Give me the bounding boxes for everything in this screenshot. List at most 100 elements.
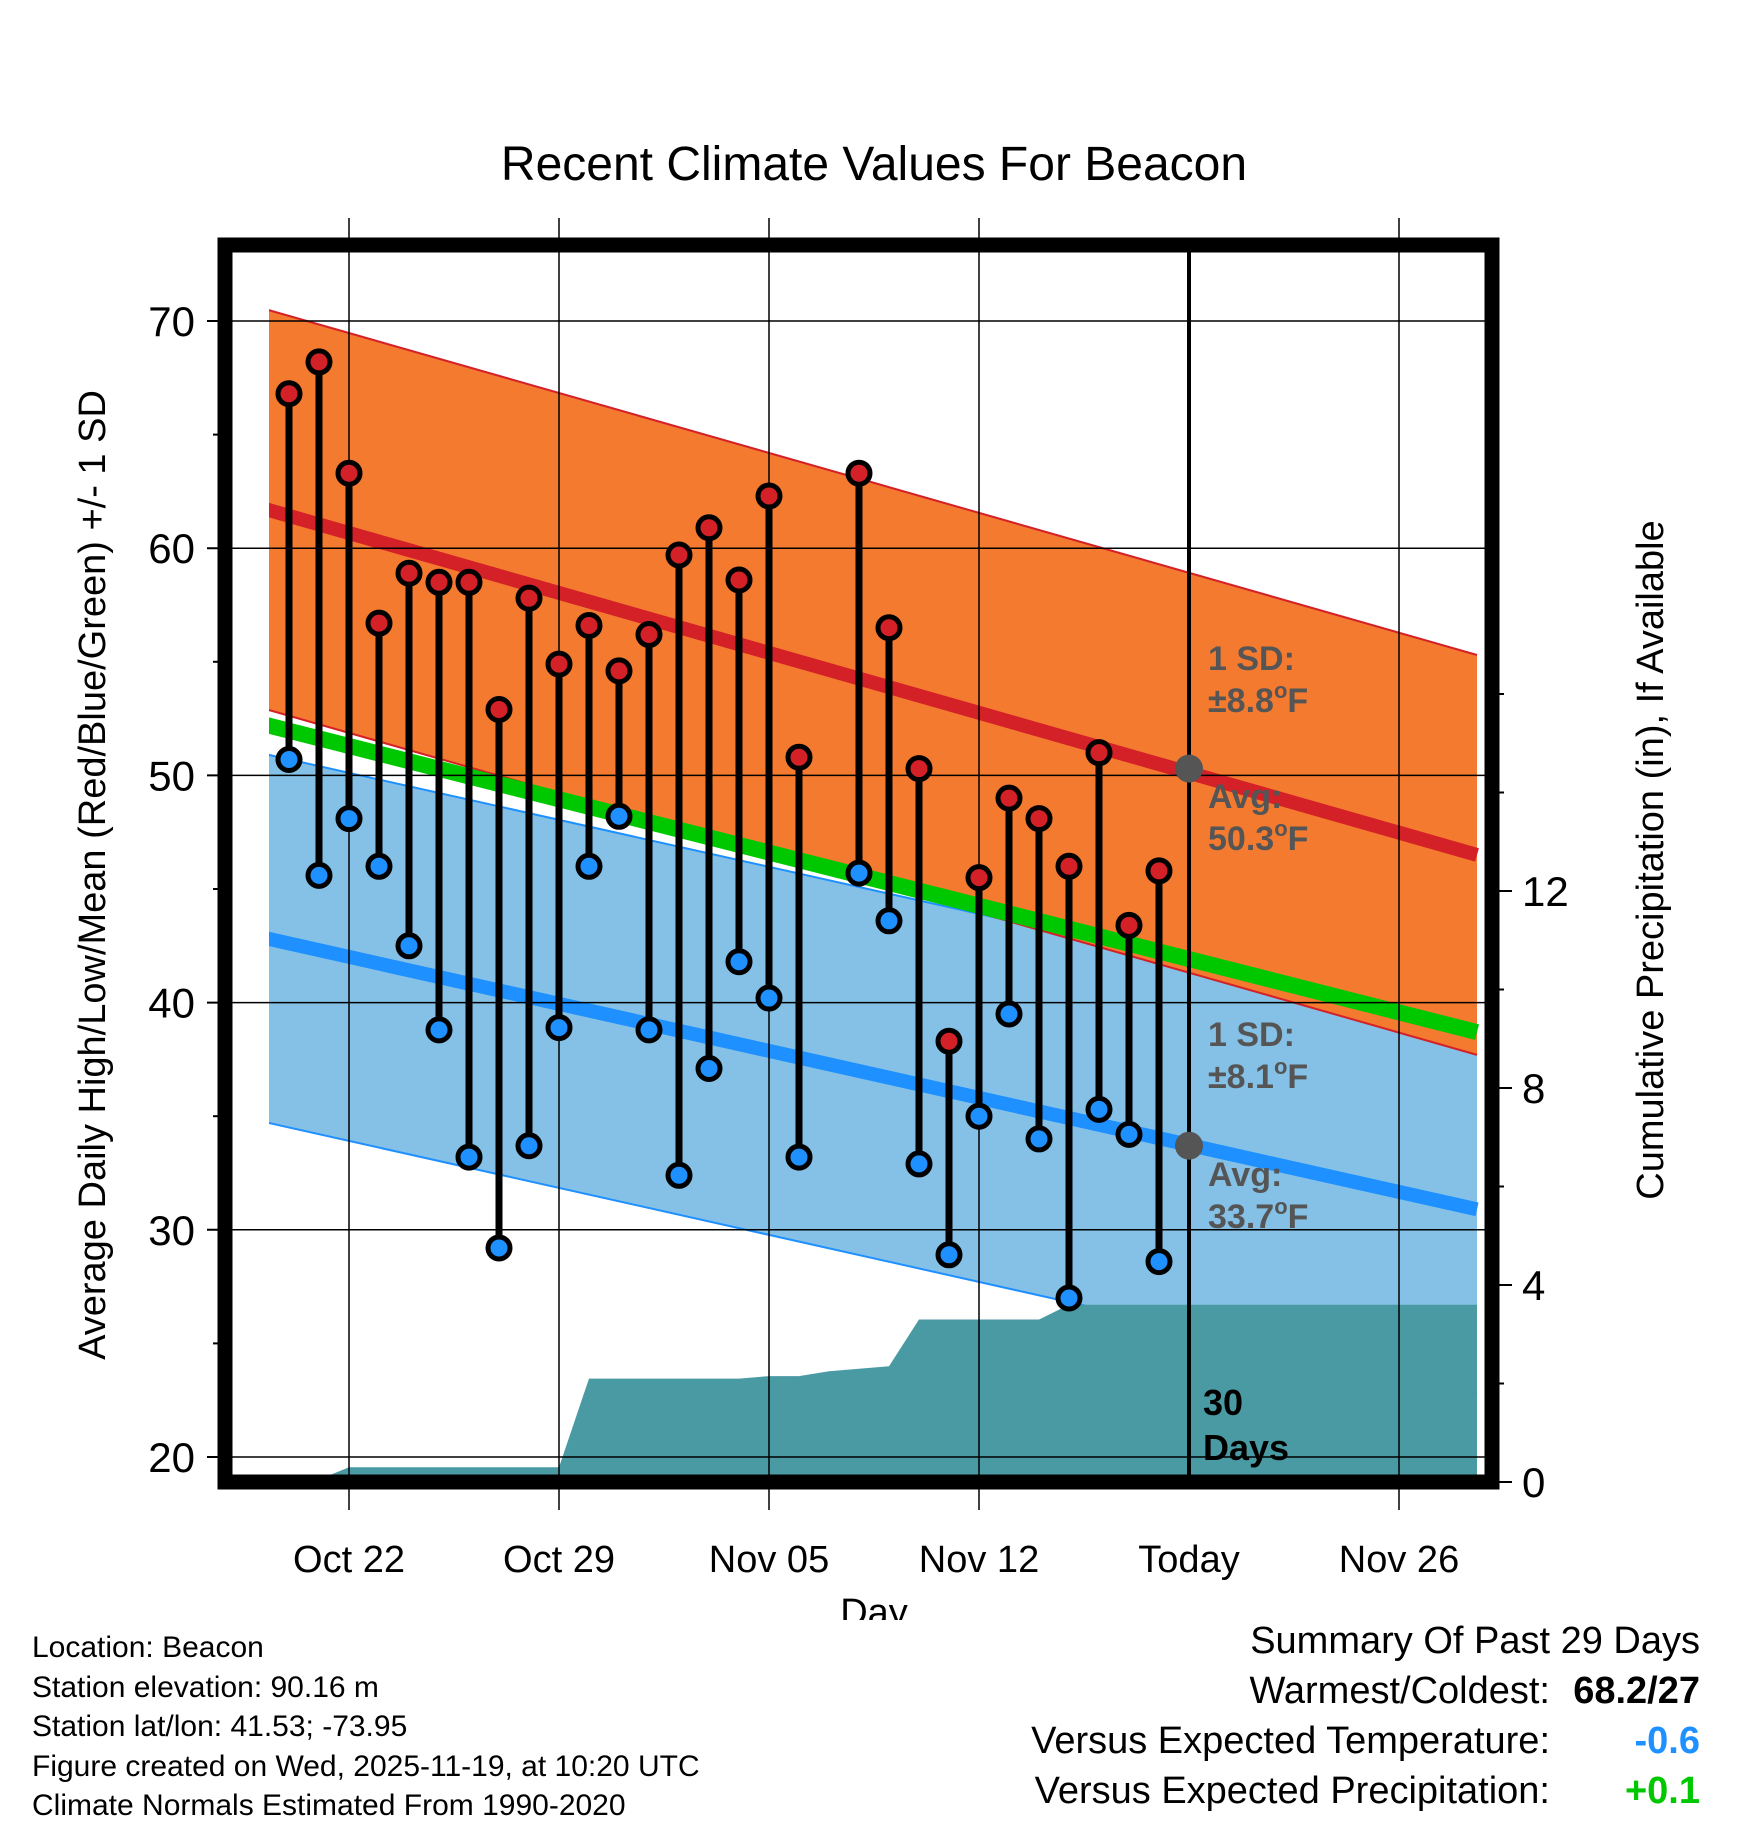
normal-low-line [269,931,1479,1217]
daily-high-point-1 [305,348,333,376]
daily-low-point-11 [605,802,633,830]
y2-tick-label-3: 12 [1522,868,1569,915]
daily-low-point-8 [515,1132,543,1160]
daily-low-point-2 [335,805,363,833]
daily-high-point-25 [1055,852,1083,880]
daily-high-point-19 [875,614,903,642]
daily-low-point-4 [395,932,423,960]
daily-low-point-17 [785,1143,813,1171]
precip-area [269,1304,1477,1482]
chart-title: Recent Climate Values For Beacon [501,138,1247,191]
station-info: Location: Beacon Station elevation: 90.1… [32,1628,700,1826]
daily-low-point-24 [1025,1125,1053,1153]
y2-tick-label-1: 4 [1522,1262,1545,1309]
low-avg-label: Avg: [1208,1156,1282,1194]
daily-high-point-8 [515,584,543,612]
today-low-avg-marker [1175,1131,1203,1160]
precip-value: +0.1 [1624,1770,1700,1812]
daily-high-point-28 [1145,857,1173,885]
warmest-row: Warmest/Coldest: 68.2/27 [800,1670,1700,1720]
daily-high-point-23 [995,784,1023,812]
daily-low-point-3 [365,852,393,880]
daily-high-point-10 [575,611,603,639]
daily-low-point-6 [455,1143,483,1171]
y2-tick-label-0: 0 [1522,1459,1545,1506]
x-tick-label-4: Today [1138,1539,1239,1581]
y-axis-label: Average Daily High/Low/Mean (Red/Blue/Gr… [72,390,114,1360]
daily-low-point-28 [1145,1248,1173,1276]
daily-low-point-22 [965,1102,993,1130]
window-unit: Days [1203,1427,1289,1468]
y2-tick-label-2: 8 [1522,1065,1545,1112]
x-tick-label-0: Oct 22 [293,1539,405,1581]
created-text: Figure created on Wed, 2025-11-19, at 10… [32,1749,700,1783]
climate-chart: Recent Climate Values For Beacon Day Ave… [72,138,1672,1620]
daily-high-point-24 [1025,805,1053,833]
daily-low-point-21 [935,1241,963,1269]
daily-high-point-4 [395,559,423,587]
daily-high-point-7 [485,696,513,724]
daily-low-point-0 [275,745,303,773]
daily-low-point-10 [575,852,603,880]
x-axis-label: Day [840,1592,908,1620]
today-high-avg-marker [1175,754,1203,783]
y2-axis-label: Cumulative Precipitation (in), If Availa… [1630,520,1672,1199]
summary-panel: Summary Of Past 29 Days Warmest/Coldest:… [800,1620,1700,1820]
high-avg-label: Avg: [1208,778,1282,816]
daily-high-point-5 [425,568,453,596]
daily-low-point-9 [545,1014,573,1042]
summary-title: Summary Of Past 29 Days [1250,1620,1700,1662]
daily-high-point-15 [725,566,753,594]
daily-low-point-7 [485,1234,513,1262]
temp-label: Versus Expected Temperature: [1031,1720,1550,1762]
high-sd-label: 1 SD: [1208,640,1295,678]
daily-low-point-18 [845,859,873,887]
daily-high-point-17 [785,743,813,771]
warmest-label: Warmest/Coldest: [1249,1670,1550,1712]
daily-low-point-19 [875,907,903,935]
daily-high-point-13 [665,541,693,569]
x-tick-label-5: Nov 26 [1339,1539,1459,1581]
daily-high-point-20 [905,755,933,783]
latlon-text: Station lat/lon: 41.53; -73.95 [32,1710,408,1743]
x-tick-label-1: Oct 29 [503,1539,615,1581]
window-days: 30 [1203,1382,1243,1423]
daily-high-point-26 [1085,739,1113,767]
daily-high-point-12 [635,621,663,649]
daily-high-point-11 [605,657,633,685]
normal-high-line [269,502,1479,862]
precip-label: Versus Expected Precipitation: [1034,1770,1550,1812]
daily-low-point-13 [665,1161,693,1189]
high-sd-value: ±8.8oF [1208,678,1308,720]
daily-low-point-16 [755,984,783,1012]
normals-text: Climate Normals Estimated From 1990-2020 [32,1789,626,1822]
daily-low-point-5 [425,1016,453,1044]
daily-low-point-23 [995,1000,1023,1028]
daily-high-point-3 [365,609,393,637]
y-tick-label-5: 70 [148,298,195,345]
daily-high-point-27 [1115,911,1143,939]
daily-high-point-14 [695,514,723,542]
daily-low-point-20 [905,1150,933,1178]
y-tick-label-4: 60 [148,525,195,572]
high-avg-value: 50.3oF [1208,816,1308,858]
daily-low-point-14 [695,1054,723,1082]
daily-high-point-6 [455,568,483,596]
daily-low-point-15 [725,948,753,976]
daily-high-point-2 [335,459,363,487]
daily-high-point-18 [845,459,873,487]
daily-high-point-22 [965,864,993,892]
location-text: Location: Beacon [32,1631,264,1664]
elevation-text: Station elevation: 90.16 m [32,1670,379,1704]
data-layer [269,309,1479,1482]
low-sd-label: 1 SD: [1208,1016,1295,1054]
y-tick-label-3: 50 [148,752,195,799]
daily-high-point-16 [755,482,783,510]
plot-frame [217,237,1500,1490]
x-tick-label-3: Nov 12 [919,1539,1039,1581]
daily-high-point-21 [935,1027,963,1055]
low-avg-value: 33.7oF [1208,1194,1308,1236]
low-sd-value: ±8.1oF [1208,1054,1308,1096]
daily-high-point-0 [275,380,303,408]
